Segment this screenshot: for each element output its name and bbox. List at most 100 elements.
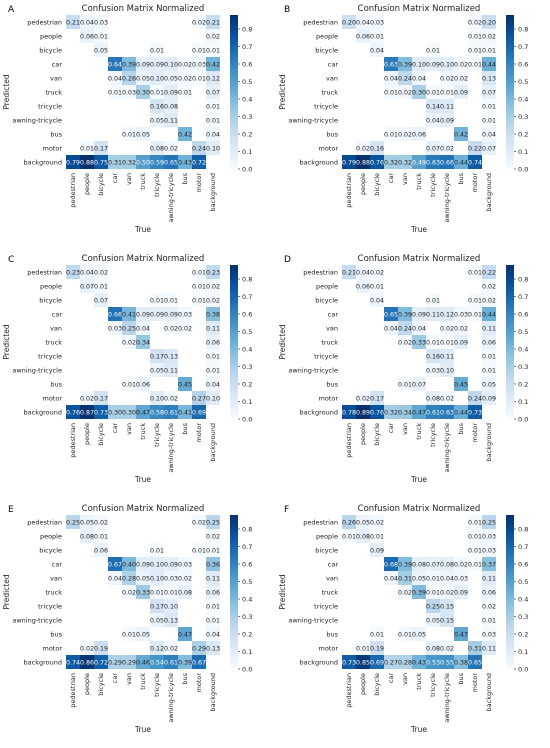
cell-value-label: 0.10 bbox=[440, 368, 454, 375]
heatmap-cell bbox=[440, 293, 454, 307]
heatmap-cell bbox=[122, 99, 136, 113]
cell-value-label: 0.34 bbox=[398, 410, 412, 417]
heatmap-cell bbox=[178, 29, 192, 43]
heatmap-cell bbox=[342, 391, 356, 405]
cell-value-label: 0.06 bbox=[80, 34, 94, 41]
cell-value-label: 0.87 bbox=[80, 410, 94, 417]
y-tick-label: tricycle bbox=[314, 353, 338, 361]
heatmap-cell bbox=[482, 405, 496, 419]
cell-value-label: 0.01 bbox=[468, 534, 482, 541]
heatmap-cell bbox=[356, 349, 370, 363]
heatmap-cell bbox=[468, 655, 482, 669]
y-tick-label: car bbox=[52, 561, 63, 569]
heatmap-cell bbox=[108, 627, 122, 641]
cell-value-label: 0.10 bbox=[206, 396, 220, 403]
heatmap-cell bbox=[412, 71, 426, 85]
cell-value-label: 0.08 bbox=[178, 590, 192, 597]
heatmap-cell bbox=[178, 349, 192, 363]
heatmap-cell bbox=[192, 571, 206, 585]
cell-value-label: 0.01 bbox=[468, 312, 482, 319]
x-tick-label: truck bbox=[415, 173, 423, 190]
heatmap-cell bbox=[206, 15, 220, 29]
colorbar-tick-label: 0.0 bbox=[518, 416, 528, 424]
cell-value-label: 0.42 bbox=[454, 132, 468, 139]
x-tick-label: tricycle bbox=[153, 673, 161, 697]
cell-value-label: 0.02 bbox=[440, 146, 454, 153]
x-axis-label: True bbox=[410, 725, 427, 734]
heatmap-cell bbox=[80, 529, 94, 543]
cell-value-label: 0.04 bbox=[426, 118, 440, 125]
cell-value-label: 0.39 bbox=[412, 590, 426, 597]
cell-value-label: 0.02 bbox=[482, 604, 496, 611]
heatmap-cell bbox=[192, 613, 206, 627]
cell-value-label: 0.50 bbox=[136, 160, 150, 167]
cell-value-label: 0.88 bbox=[80, 160, 94, 167]
heatmap-cell bbox=[164, 321, 178, 335]
cell-value-label: 0.26 bbox=[122, 76, 136, 83]
cell-value-label: 0.01 bbox=[80, 146, 94, 153]
cell-value-label: 0.07 bbox=[94, 298, 108, 305]
heatmap-cell bbox=[412, 113, 426, 127]
heatmap-cell bbox=[384, 349, 398, 363]
heatmap-cell bbox=[384, 377, 398, 391]
heatmap-cell bbox=[80, 335, 94, 349]
cell-value-label: 0.04 bbox=[412, 326, 426, 333]
heatmap-cell bbox=[356, 29, 370, 43]
heatmap-cell bbox=[206, 293, 220, 307]
y-tick-label: bicycle bbox=[315, 47, 338, 55]
heatmap-cell bbox=[94, 279, 108, 293]
heatmap-cell bbox=[426, 127, 440, 141]
cell-value-label: 0.30 bbox=[108, 410, 122, 417]
heatmap-cell bbox=[94, 71, 108, 85]
heatmap-cell bbox=[150, 155, 164, 169]
heatmap-cell bbox=[94, 43, 108, 57]
cell-value-label: 0.02 bbox=[454, 562, 468, 569]
heatmap-cell bbox=[164, 293, 178, 307]
heatmap-cell bbox=[192, 627, 206, 641]
heatmap-cell bbox=[454, 627, 468, 641]
heatmap-cell bbox=[136, 57, 150, 71]
cell-value-label: 0.41 bbox=[178, 410, 192, 417]
heatmap-cell bbox=[384, 321, 398, 335]
heatmap-cell bbox=[412, 405, 426, 419]
heatmap-cell bbox=[94, 391, 108, 405]
heatmap-cell bbox=[356, 599, 370, 613]
heatmap-cell bbox=[426, 15, 440, 29]
heatmap-cell bbox=[482, 515, 496, 529]
heatmap-cell bbox=[94, 293, 108, 307]
heatmap-cell bbox=[426, 543, 440, 557]
heatmap-cell bbox=[398, 571, 412, 585]
colorbar-tick-label: 0.0 bbox=[518, 166, 528, 174]
heatmap-cell bbox=[482, 335, 496, 349]
x-tick-label: background bbox=[209, 423, 217, 461]
heatmap-cell bbox=[370, 71, 384, 85]
heatmap-cell bbox=[206, 349, 220, 363]
heatmap-cell bbox=[164, 391, 178, 405]
heatmap-cell bbox=[94, 99, 108, 113]
heatmap-cell bbox=[122, 627, 136, 641]
heatmap-cell bbox=[108, 155, 122, 169]
cell-value-label: 0.25 bbox=[482, 520, 496, 527]
x-tick-label: car bbox=[111, 673, 119, 684]
cell-value-label: 0.42 bbox=[206, 62, 220, 69]
cell-value-label: 0.01 bbox=[206, 354, 220, 361]
heatmap-cell bbox=[192, 265, 206, 279]
heatmap-cell bbox=[150, 127, 164, 141]
heatmap-cell bbox=[412, 57, 426, 71]
heatmap-cell bbox=[164, 349, 178, 363]
heatmap-cell bbox=[356, 85, 370, 99]
cell-value-label: 0.10 bbox=[412, 62, 426, 69]
x-tick-label: car bbox=[111, 423, 119, 434]
heatmap-cell bbox=[94, 349, 108, 363]
heatmap-cell bbox=[482, 557, 496, 571]
cell-value-label: 0.03 bbox=[454, 312, 468, 319]
heatmap-cell bbox=[482, 99, 496, 113]
heatmap-cell bbox=[342, 29, 356, 43]
cell-value-label: 0.29 bbox=[192, 646, 206, 653]
heatmap-cell bbox=[482, 585, 496, 599]
heatmap-cell bbox=[192, 599, 206, 613]
colorbar-tick-label: 0.0 bbox=[242, 666, 252, 674]
heatmap-cell bbox=[412, 293, 426, 307]
heatmap-cell bbox=[412, 543, 426, 557]
